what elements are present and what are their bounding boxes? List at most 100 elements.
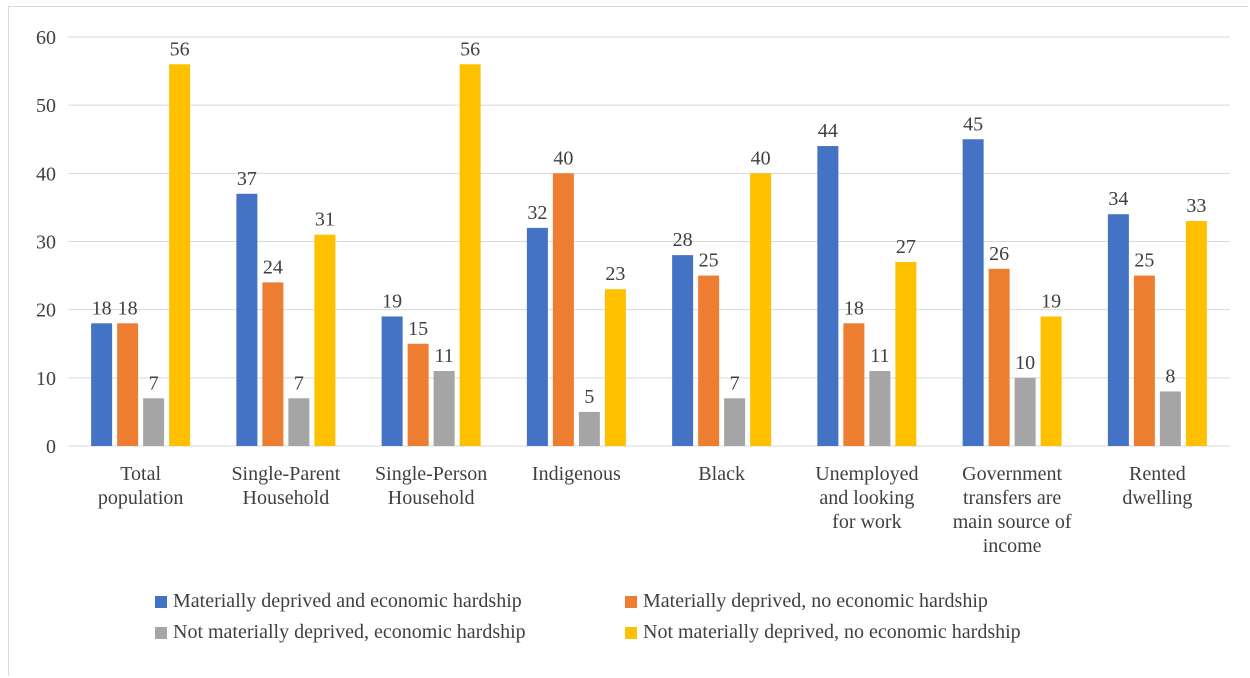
data-label: 26 [989,243,1009,265]
bar [459,64,481,447]
bar [604,289,626,446]
data-label: 7 [149,372,159,394]
data-label: 28 [673,229,693,251]
x-tick-label: Black [698,463,745,485]
legend-label-series-1: Materially deprived and economic hardshi… [173,590,522,612]
bar [895,261,917,446]
data-label: 34 [1108,188,1128,210]
data-label: 56 [170,38,190,60]
x-tick-label-line: Government [962,463,1062,485]
legend-label-series-2: Materially deprived, no economic hardshi… [643,590,988,612]
bar [91,323,113,446]
x-tick-label: Indigenous [532,463,621,485]
x-tick-label: Single-Parent Household [231,463,340,509]
bar [288,398,310,446]
bar [1107,214,1129,446]
bar [843,323,865,446]
legend-item-series-1: Materially deprived and economic hardshi… [155,590,625,613]
data-label: 5 [584,386,594,408]
bar [698,275,720,446]
legend-swatch-series-3 [155,626,167,639]
x-tick-label: Rented dwelling [1122,463,1192,509]
data-label: 23 [605,263,625,285]
data-label: 25 [699,250,719,272]
y-tick-label: 40 [36,163,56,185]
legend-row: Not materially deprived, economic hardsh… [0,621,1250,644]
bar [143,398,165,446]
x-tick-label-line: and looking [819,487,914,509]
legend-row: Materially deprived and economic hardshi… [0,590,1250,613]
legend-item-series-3: Not materially deprived, economic hardsh… [155,621,625,644]
legend-item-series-4: Not materially deprived, no economic har… [625,621,1095,644]
legend-swatch-series-1 [155,595,167,608]
data-label: 11 [870,345,889,367]
data-label: 18 [118,297,138,319]
data-label: 18 [92,297,112,319]
bar [262,282,284,446]
bar [433,371,455,446]
y-tick-label: 0 [46,436,56,458]
x-tick-label: Government transfers are main source of inc… [953,463,1072,557]
y-tick-label: 30 [36,232,56,254]
data-label: 25 [1134,250,1154,272]
legend-label-series-3: Not materially deprived, economic hardsh… [173,621,526,643]
legend-item-series-2: Materially deprived, no economic hardshi… [625,590,1095,613]
x-tick-label: Single-Person Household [375,463,487,509]
data-label: 18 [844,297,864,319]
data-label: 15 [408,318,428,340]
data-label: 44 [818,120,838,142]
x-tick-label-line: transfers are [963,487,1061,509]
bar [169,64,191,447]
data-label: 31 [315,209,335,231]
data-label: 19 [382,290,402,312]
x-tick-label-line: Rented [1129,463,1186,485]
x-tick-label-line: dwelling [1122,487,1192,509]
x-tick-label-line: income [983,535,1042,557]
x-tick-label-line: Total [120,463,161,485]
data-label: 33 [1186,195,1206,217]
legend-swatch-series-4 [625,626,637,639]
data-label: 11 [434,345,453,367]
data-label: 19 [1041,290,1061,312]
bar [1133,275,1155,446]
bar [988,268,1010,446]
bar [817,146,839,447]
bar [117,323,139,446]
data-label: 27 [896,236,916,258]
x-tick-label-line: Single-Person [375,463,487,485]
x-tick-label: Total population [98,463,184,509]
bar [314,234,336,446]
data-label: 56 [460,38,480,60]
bar [724,398,746,446]
y-tick-label: 20 [36,300,56,322]
x-tick-label-line: main source of [953,511,1072,533]
legend-label-series-4: Not materially deprived, no economic har… [643,621,1021,643]
bar [381,316,403,446]
y-tick-label: 60 [36,27,56,49]
bar [1159,391,1181,446]
x-tick-label-line: Household [243,487,330,509]
x-tick-label-line: Indigenous [532,463,621,485]
bar [1185,221,1207,446]
chart-frame [8,6,1248,676]
bar [578,411,600,446]
data-label: 37 [237,168,257,190]
data-label: 7 [294,372,304,394]
x-tick-label-line: Unemployed [815,463,918,485]
y-tick-label: 50 [36,95,56,117]
x-tick-label-line: population [98,487,184,509]
legend-swatch-series-2 [625,595,637,608]
legend: Materially deprived and economic hardshi… [0,590,1250,652]
bar [407,343,429,446]
data-label: 40 [553,147,573,169]
data-label: 7 [730,372,740,394]
bar [1014,377,1036,446]
x-tick-label-line: Single-Parent [231,463,340,485]
x-tick-label: Unemployed and looking for work [815,463,918,533]
bar [672,255,694,446]
data-label: 10 [1015,352,1035,374]
data-label: 32 [527,202,547,224]
bar [236,193,258,446]
data-label: 24 [263,256,283,278]
